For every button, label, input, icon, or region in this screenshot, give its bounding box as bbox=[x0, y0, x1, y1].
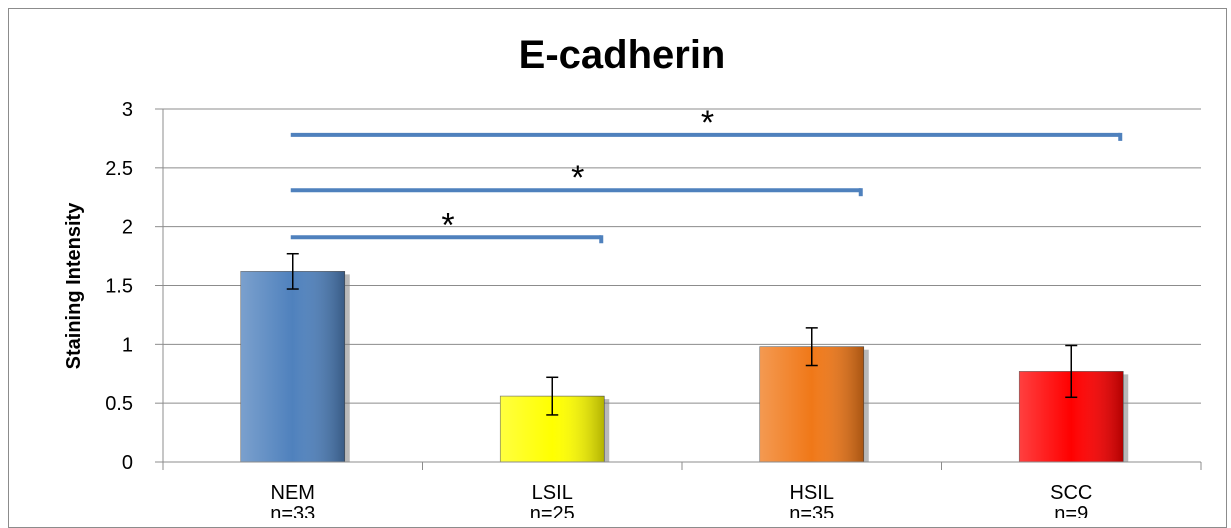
x-category-label: SCC bbox=[1050, 482, 1092, 504]
bar-highlight bbox=[240, 271, 345, 462]
sample-size-label: n=33 bbox=[270, 503, 315, 518]
chart-title: E-cadherin bbox=[519, 33, 726, 77]
y-tick-label: 2 bbox=[122, 217, 133, 239]
y-tick-label: 1 bbox=[122, 334, 133, 356]
x-category-label: NEM bbox=[271, 482, 315, 504]
significance-star: * bbox=[571, 159, 584, 197]
significance-star: * bbox=[701, 104, 714, 142]
y-tick-label: 0.5 bbox=[105, 393, 133, 415]
sample-size-label: n=35 bbox=[789, 503, 834, 518]
sample-size-label: n=25 bbox=[530, 503, 575, 518]
x-category-label: HSIL bbox=[790, 482, 834, 504]
y-axis-label: Staining Intensity bbox=[63, 202, 85, 370]
y-tick-label: 1.5 bbox=[105, 276, 133, 298]
y-tick-label: 0 bbox=[122, 452, 133, 474]
y-tick-label: 3 bbox=[122, 99, 133, 121]
y-tick-label: 2.5 bbox=[105, 158, 133, 180]
significance-star: * bbox=[441, 206, 454, 244]
x-category-label: LSIL bbox=[532, 482, 573, 504]
sample-size-label: n=9 bbox=[1054, 503, 1088, 518]
